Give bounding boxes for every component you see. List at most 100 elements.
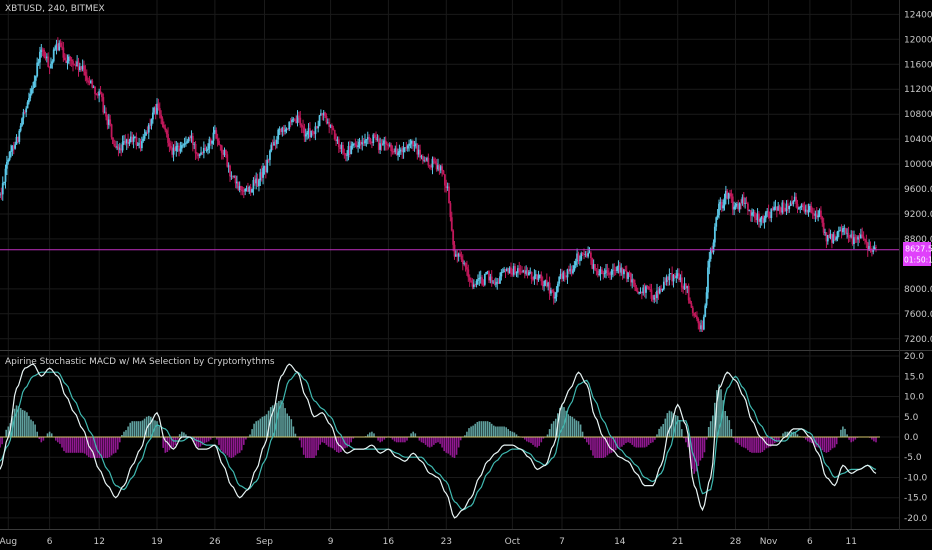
candle-body [373,134,376,137]
candle-body [427,157,430,166]
candle-body [645,286,647,293]
candle-body [627,272,629,279]
price-tick-label: 9200.0 [904,210,932,220]
histogram-bar [400,437,402,443]
histogram-bar [251,429,253,437]
candle-body [578,259,581,261]
candle-body [143,135,146,139]
candle-body [295,120,298,124]
histogram-bar [183,432,185,437]
candle-body [169,146,172,149]
candle-body [470,280,472,283]
time-axis[interactable]: Aug 6 12 19 26 Sep 9 16 23 Oct 7 14 21 28 Nov 6 11 [0,537,857,547]
histogram-bar [71,437,74,453]
candle-body [753,212,756,219]
histogram-bar [647,437,650,445]
candle-body [735,203,738,206]
candle-body [149,124,152,126]
candle-body [205,150,208,151]
candle-body [629,273,632,283]
price-tick-label: 7200.0 [904,335,932,345]
candle-body [54,48,56,50]
histogram-bar [767,437,770,448]
candle-body [759,219,762,222]
candle-body [112,137,114,144]
time-tick-label: 12 [93,537,104,547]
histogram-bar [257,420,260,437]
histogram-bar [185,434,187,437]
candle-body [467,269,470,278]
candle-body [167,134,169,143]
candle-body [826,235,829,242]
candle-body [391,151,394,152]
candle-body [105,111,107,117]
candle-body [269,150,271,160]
candle-body [664,281,667,283]
histogram-bar [602,437,605,458]
candle-body [667,276,669,281]
histogram-bar [166,437,169,452]
histogram-bar [513,432,516,437]
candle-body [760,216,763,219]
candle-body [720,202,723,209]
candle-body [274,141,277,145]
indicator-title[interactable]: Apirine Stochastic MACD w/ MA Selection … [5,357,275,367]
candle-body [442,170,445,175]
candle-body [350,145,353,154]
candle-body [354,143,357,145]
candle-body [653,295,656,300]
indicator-axis[interactable]: 20.0 15.0 10.0 5.0 0.0 -5.0 -10.0 -15.0 -20.0 [904,352,928,524]
candle-body [185,142,187,144]
candle-body [661,289,664,291]
candle-body [580,253,583,260]
price-axis[interactable]: 12400.0 12000.0 11600.0 11200.0 10800.0 10400… [904,10,932,344]
histogram-bar [170,437,173,449]
candle-body [164,127,167,131]
candle-body [211,140,214,144]
candle-body [713,226,716,243]
candle-body [357,145,360,147]
histogram-bar [532,437,534,445]
candle-body [731,196,734,210]
candle-body [585,254,588,257]
candle-body [481,277,483,285]
candle-body [426,157,428,161]
candle-body [595,270,598,272]
histogram-bar [129,422,131,437]
candle-body [127,139,129,144]
candle-body [441,166,444,171]
histogram-bar [222,437,224,453]
candle-body [835,238,837,240]
histogram-bar [654,437,656,440]
histogram-bar [94,437,96,458]
histogram-bar [643,437,646,448]
candle-body [362,142,365,144]
histogram-bar [234,437,237,456]
candle-body [134,137,136,138]
candle-body [602,273,605,275]
price-candles[interactable] [0,37,877,332]
histogram-bar [90,437,92,458]
histogram-bar [610,437,613,453]
candle-body [395,148,398,156]
candle-body [125,139,128,144]
candle-body [674,275,676,278]
candle-body [331,125,333,129]
candle-body [566,269,569,278]
candle-body [194,144,197,154]
histogram-bar [736,437,739,444]
histogram-bar [817,437,819,448]
symbol-title[interactable]: XBTUSD, 240, BITMEX [5,4,105,14]
candle-body [686,286,689,289]
candle-body [764,212,767,219]
candle-body [277,129,280,140]
candle-body [145,132,147,136]
histogram-bar [267,410,270,437]
candle-body [472,284,475,287]
histogram-bar [722,400,724,437]
histogram-bar [79,437,82,453]
histogram-bar [815,437,817,447]
candle-body [802,204,804,207]
candle-body [651,298,654,300]
